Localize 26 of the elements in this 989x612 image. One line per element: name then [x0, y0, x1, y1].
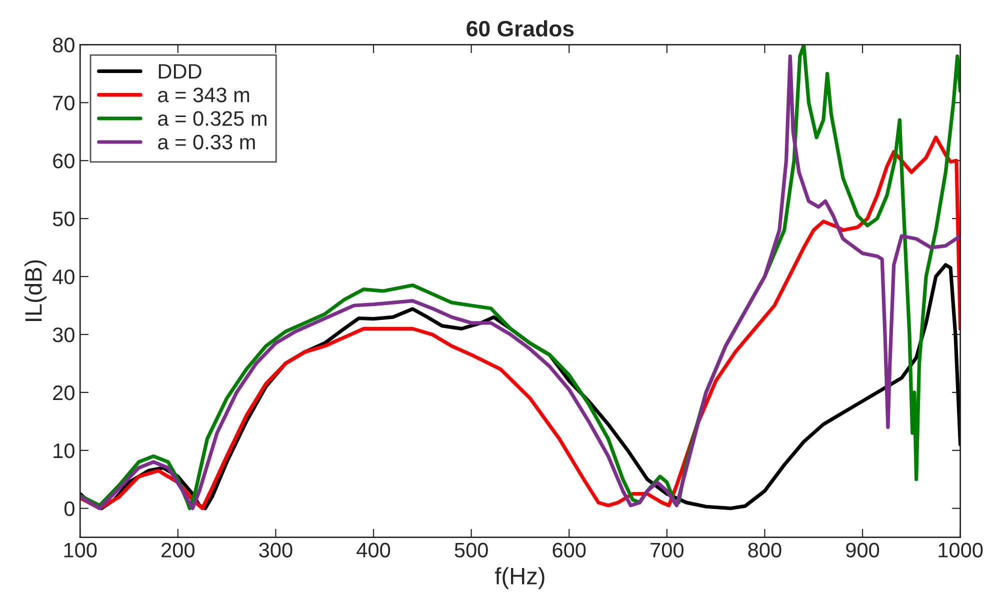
- y-tick-label: 0: [64, 501, 74, 516]
- y-tick-label: 50: [52, 212, 74, 226]
- chart-title: 60 Grados: [466, 20, 574, 37]
- y-axis-title: IL(dB): [24, 260, 47, 321]
- y-tick-label: 60: [53, 154, 74, 168]
- x-tick-label: 900: [846, 542, 880, 558]
- x-tick-label: 100: [64, 542, 97, 558]
- legend-label: a = 0.325 m: [158, 111, 266, 126]
- y-tick-label: 70: [53, 96, 74, 110]
- x-axis-title: f(Hz): [494, 567, 544, 590]
- x-tick-label: 1000: [938, 542, 983, 558]
- x-tick-label: 200: [162, 542, 194, 558]
- y-tick-label: 40: [52, 270, 74, 284]
- x-tick-label: 700: [650, 542, 684, 558]
- y-tick-label: 30: [52, 327, 74, 342]
- legend-label: DDD: [158, 64, 202, 79]
- y-tick-label: 80: [52, 38, 74, 52]
- x-tick-label: 500: [454, 542, 488, 558]
- x-tick-label: 800: [748, 542, 782, 558]
- x-tick-label: 400: [356, 542, 390, 558]
- x-tick-label: 600: [552, 542, 586, 558]
- y-tick-label: 20: [53, 385, 74, 400]
- x-tick-label: 300: [259, 542, 292, 558]
- y-tick-label: 10: [54, 443, 74, 458]
- legend-label: a = 0.33 m: [158, 134, 255, 150]
- legend-label: a = 343 m: [158, 88, 250, 102]
